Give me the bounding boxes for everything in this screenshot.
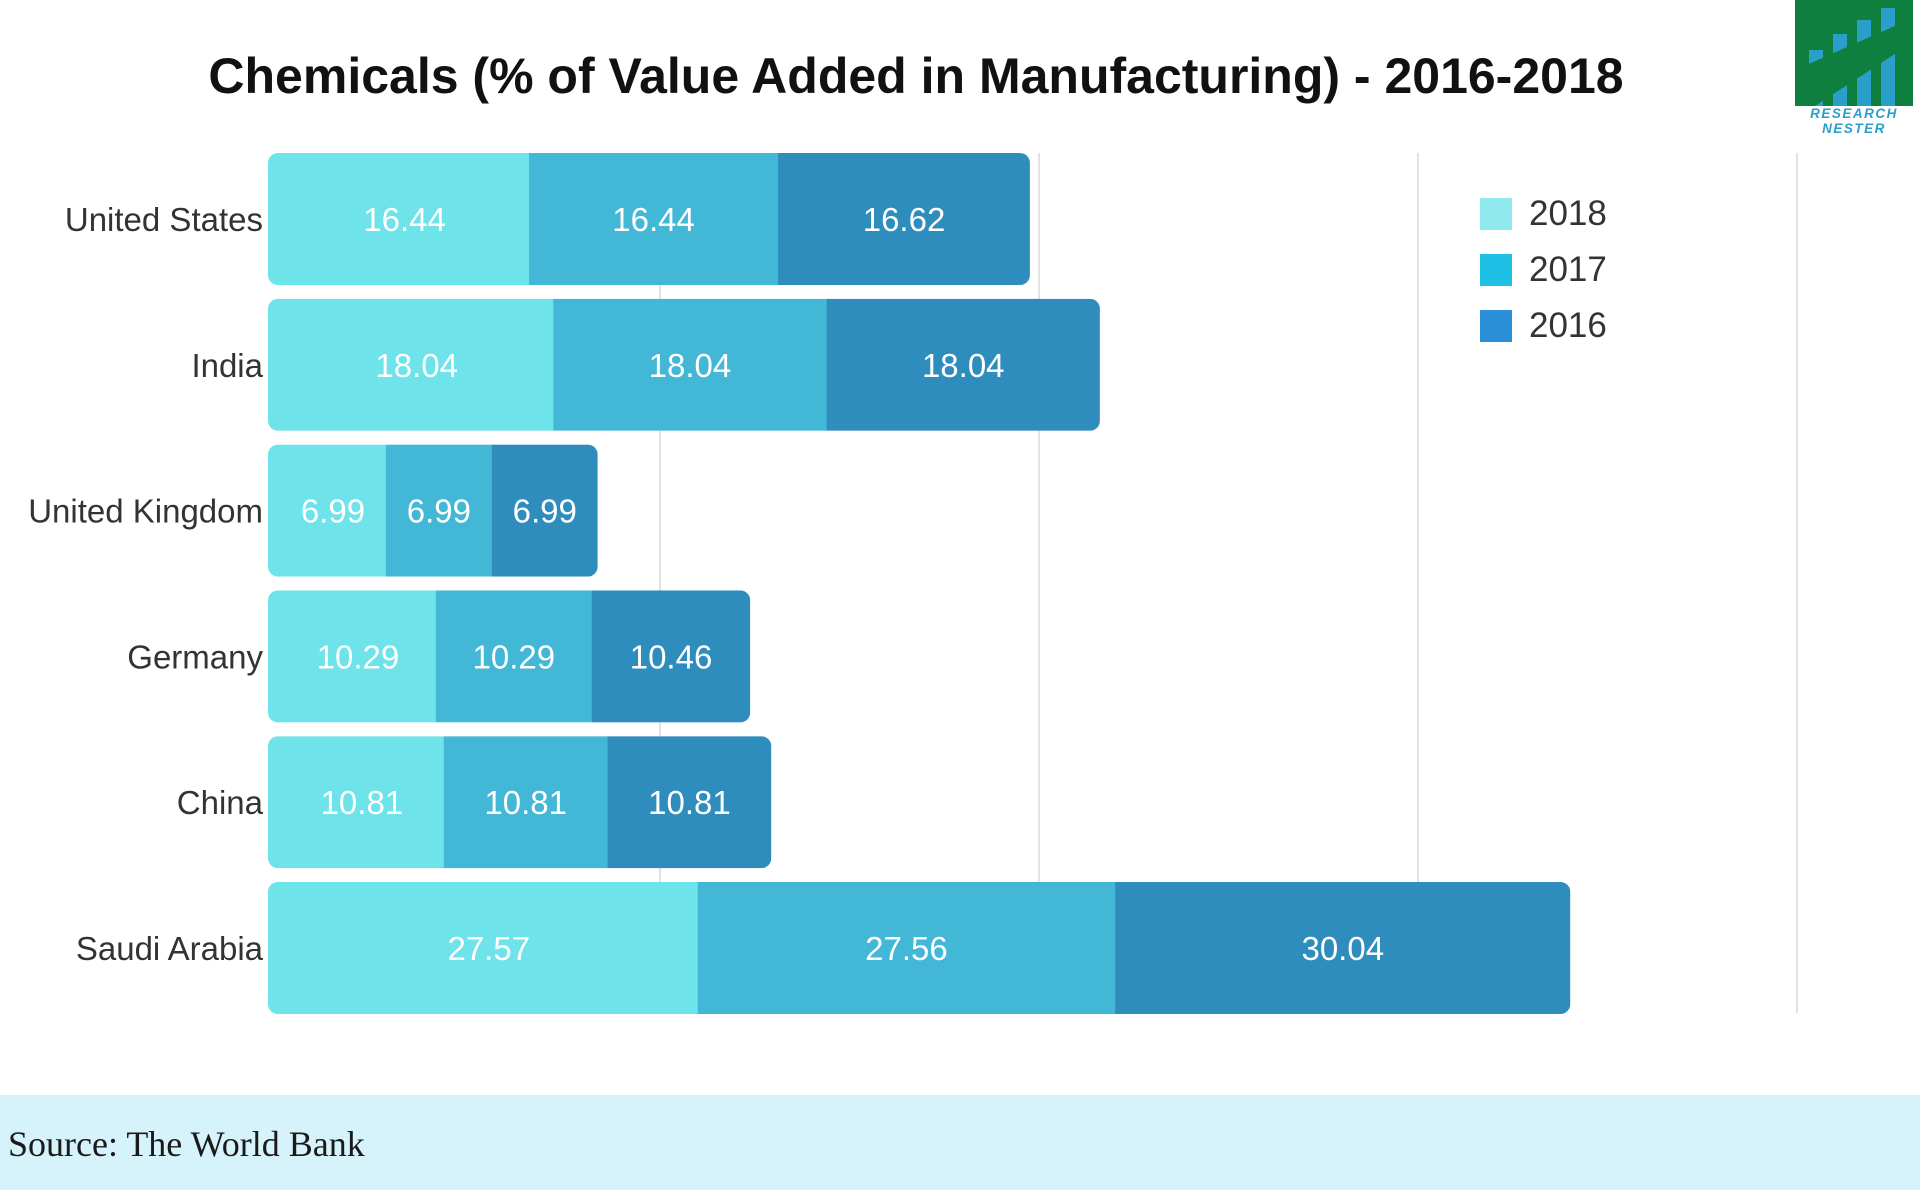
bar-saudi-arabia-2018 <box>268 882 699 1014</box>
bar-saudi-arabia-2017 <box>697 882 1117 1014</box>
category-labels: United States India United Kingdom Germany C… <box>28 201 263 967</box>
category-label-china: China <box>177 784 264 821</box>
data-label-india-2018: 18.04 <box>375 347 458 384</box>
category-label-united-kingdom: United Kingdom <box>28 493 263 530</box>
bar-germany-2017 <box>435 590 593 723</box>
bar-united-states-2016 <box>778 153 1030 285</box>
data-label-united-states-2018: 16.44 <box>363 201 446 238</box>
bar-group-saudi-arabia <box>268 882 1571 1014</box>
bar-united-kingdom-2018 <box>268 444 387 577</box>
bar-group-united-states <box>268 153 1030 285</box>
logo-bar-chart-icon <box>1795 0 1913 106</box>
category-label-united-states: United States <box>65 201 263 238</box>
bar-group-united-kingdom <box>268 444 598 577</box>
bar-india-2016 <box>826 298 1100 431</box>
logo-text: RESEARCH NESTER <box>1795 106 1913 136</box>
data-label-china-2017: 10.81 <box>484 784 567 821</box>
bar-group-india <box>268 298 1100 431</box>
legend: 2018 2017 2016 <box>1480 194 1607 345</box>
category-label-india: India <box>191 347 263 384</box>
logo-text-line2: NESTER <box>1822 121 1886 136</box>
legend-swatch-2017 <box>1480 254 1512 286</box>
data-label-united-states-2016: 16.62 <box>863 201 946 238</box>
chart-canvas: Chemicals (% of Value Added in Manufactu… <box>28 48 1798 1014</box>
source-text: Source: The World Bank <box>8 1124 365 1164</box>
data-label-united-kingdom-2016: 6.99 <box>513 493 577 530</box>
data-label-germany-2017: 10.29 <box>473 638 556 675</box>
bar-united-kingdom-2017 <box>385 444 493 577</box>
bar-china-2016 <box>607 736 772 869</box>
legend-swatch-2016 <box>1480 310 1512 342</box>
category-label-saudi-arabia: Saudi Arabia <box>76 930 264 967</box>
legend-label-2016: 2016 <box>1529 306 1607 345</box>
bar-saudi-arabia-2016 <box>1115 882 1571 1014</box>
grid-lines <box>659 153 1798 1013</box>
category-label-germany: Germany <box>127 638 263 675</box>
data-label-china-2018: 10.81 <box>321 784 404 821</box>
bars: 16.44 16.44 16.62 18.04 18.04 18.04 6.99 6.99 6.… <box>268 153 1571 1014</box>
bar-india-2017 <box>553 298 828 431</box>
data-label-saudi-arabia-2017: 27.56 <box>865 930 948 967</box>
data-label-saudi-arabia-2018: 27.57 <box>448 930 531 967</box>
bar-group-germany <box>268 590 751 723</box>
logo-text-line1: RESEARCH <box>1810 106 1898 121</box>
data-label-germany-2016: 10.46 <box>630 638 713 675</box>
bar-united-kingdom-2016 <box>491 444 598 577</box>
data-label-united-kingdom-2018: 6.99 <box>301 493 365 530</box>
legend-swatch-2018 <box>1480 198 1512 230</box>
legend-label-2017: 2017 <box>1529 250 1607 289</box>
bar-india-2018 <box>268 298 555 431</box>
bar-united-states-2018 <box>268 153 531 285</box>
legend-label-2018: 2018 <box>1529 194 1607 233</box>
bar-germany-2018 <box>268 590 437 723</box>
bar-germany-2016 <box>591 590 751 723</box>
bar-china-2018 <box>268 736 445 869</box>
data-label-united-states-2017: 16.44 <box>612 201 695 238</box>
data-label-saudi-arabia-2016: 30.04 <box>1301 930 1384 967</box>
data-label-germany-2018: 10.29 <box>317 638 400 675</box>
data-label-india-2016: 18.04 <box>922 347 1005 384</box>
bar-united-states-2017 <box>529 153 780 285</box>
chart-title: Chemicals (% of Value Added in Manufactu… <box>208 48 1623 104</box>
bar-group-china <box>268 736 772 869</box>
data-label-india-2017: 18.04 <box>649 347 732 384</box>
data-label-united-kingdom-2017: 6.99 <box>407 493 471 530</box>
bar-china-2017 <box>443 736 609 869</box>
source-footer: Source: The World Bank <box>0 1095 1920 1190</box>
research-nester-logo: RESEARCH NESTER <box>1795 0 1913 145</box>
data-label-china-2016: 10.81 <box>648 784 731 821</box>
